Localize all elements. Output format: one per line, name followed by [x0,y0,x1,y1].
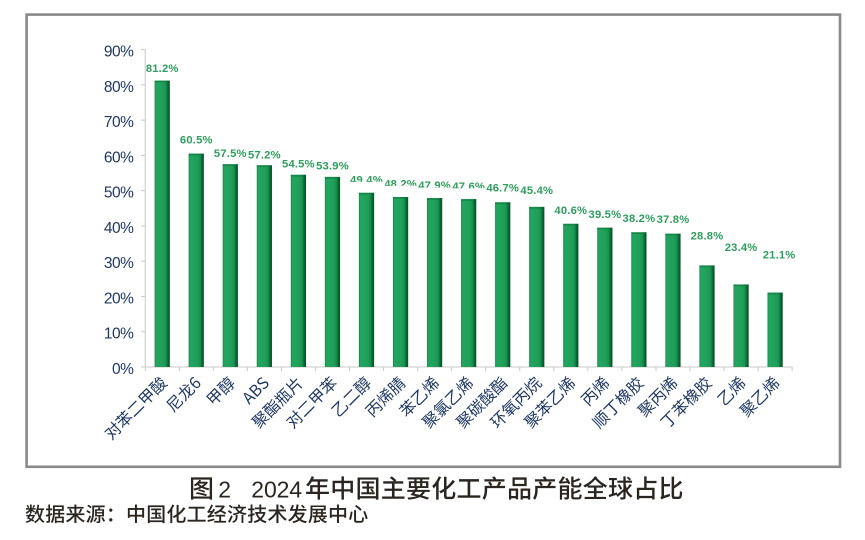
svg-text:54.5%: 54.5% [282,158,315,170]
svg-text:37.8%: 37.8% [657,214,690,226]
svg-text:60%: 60% [104,149,134,166]
svg-text:0%: 0% [112,361,134,378]
svg-text:46.7%: 46.7% [486,183,519,195]
svg-text:21.1%: 21.1% [763,249,796,261]
svg-text:81.2%: 81.2% [146,63,179,75]
svg-text:40.6%: 40.6% [554,205,587,217]
svg-text:50%: 50% [104,185,134,202]
svg-text:45.4%: 45.4% [520,185,553,197]
svg-text:57.2%: 57.2% [248,150,281,162]
svg-text:2: 2 [218,477,231,503]
svg-text:90%: 90% [104,44,134,61]
svg-text:28.8%: 28.8% [691,231,724,243]
svg-text:38.2%: 38.2% [623,213,656,225]
svg-text:40%: 40% [104,220,134,237]
svg-text:23.4%: 23.4% [725,242,758,254]
svg-text:57.5%: 57.5% [214,148,247,160]
svg-text:10%: 10% [104,326,134,343]
svg-text:60.5%: 60.5% [180,135,213,147]
svg-text:2024: 2024 [251,477,302,503]
svg-text:39.5%: 39.5% [589,209,622,221]
svg-text:70%: 70% [104,114,134,131]
svg-text:53.9%: 53.9% [316,161,349,173]
svg-text:20%: 20% [104,291,134,308]
svg-text:80%: 80% [104,79,134,96]
svg-text:30%: 30% [104,255,134,272]
